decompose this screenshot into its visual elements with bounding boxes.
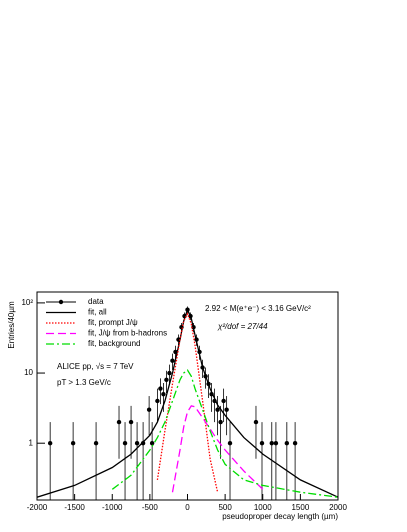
- data-point: [128, 419, 134, 425]
- x-tick-label: -1500: [64, 503, 85, 512]
- y-tick-label: 1: [29, 438, 34, 447]
- plot-frame: [36, 291, 339, 501]
- x-tick-label: -500: [142, 503, 159, 512]
- data-point: [116, 419, 122, 425]
- legend-label: fit, all: [88, 308, 107, 317]
- x-tick-label: -1000: [102, 503, 123, 512]
- y-tick-label: 10²: [21, 298, 33, 307]
- fit-curve: [171, 405, 264, 493]
- data-point: [167, 370, 172, 376]
- data-point: [47, 441, 53, 446]
- data-point: [164, 377, 169, 383]
- data-point: [259, 441, 265, 446]
- fit-curve: [37, 307, 338, 498]
- annotation: ALICE pp, √s = 7 TeV: [57, 362, 134, 371]
- x-tick-label: 0: [185, 503, 190, 512]
- data-point: [122, 441, 128, 446]
- data-point: [284, 441, 290, 446]
- annotation: χ²/dof = 27/44: [217, 322, 268, 331]
- legend-label: fit, background: [88, 339, 140, 348]
- data-point: [269, 441, 274, 446]
- data-point: [140, 441, 146, 446]
- fit-curve: [111, 369, 338, 498]
- annotation: 2.92 < M(e⁺e⁻) < 3.16 GeV/c²: [205, 304, 311, 313]
- data-point: [158, 386, 163, 391]
- legend-swatch: [58, 299, 64, 305]
- x-tick-label: 1000: [254, 503, 272, 512]
- data-point: [292, 441, 298, 446]
- data-point: [161, 391, 166, 397]
- fit-curve: [156, 312, 219, 493]
- x-tick-label: 2000: [329, 503, 347, 512]
- data-point: [215, 407, 220, 412]
- x-tick-label: -2000: [27, 503, 48, 512]
- data-point: [149, 441, 155, 446]
- x-tick-label: 1500: [291, 503, 309, 512]
- legend-label: data: [88, 297, 104, 306]
- data-point: [224, 407, 229, 412]
- data-point: [221, 398, 226, 404]
- data-point: [253, 419, 259, 425]
- plot-area: [37, 306, 338, 500]
- data-point: [93, 441, 99, 446]
- data-point: [134, 441, 140, 446]
- data-point: [146, 407, 152, 412]
- data-point: [170, 358, 175, 363]
- data-point: [227, 441, 233, 446]
- data-point: [273, 441, 279, 446]
- y-axis-label: Entries/40µm: [7, 301, 16, 349]
- annotation: pT > 1.3 GeV/c: [57, 378, 111, 387]
- x-tick-label: 500: [218, 503, 232, 512]
- legend-label: fit, prompt J/ψ: [88, 318, 138, 327]
- y-tick-label: 10: [24, 368, 33, 377]
- data-point: [70, 441, 76, 446]
- data-point: [218, 419, 223, 425]
- data-point: [155, 398, 160, 404]
- legend-label: fit, J/ψ from b-hadrons: [88, 329, 167, 338]
- x-axis-label: pseudoproper decay length (µm): [222, 512, 338, 521]
